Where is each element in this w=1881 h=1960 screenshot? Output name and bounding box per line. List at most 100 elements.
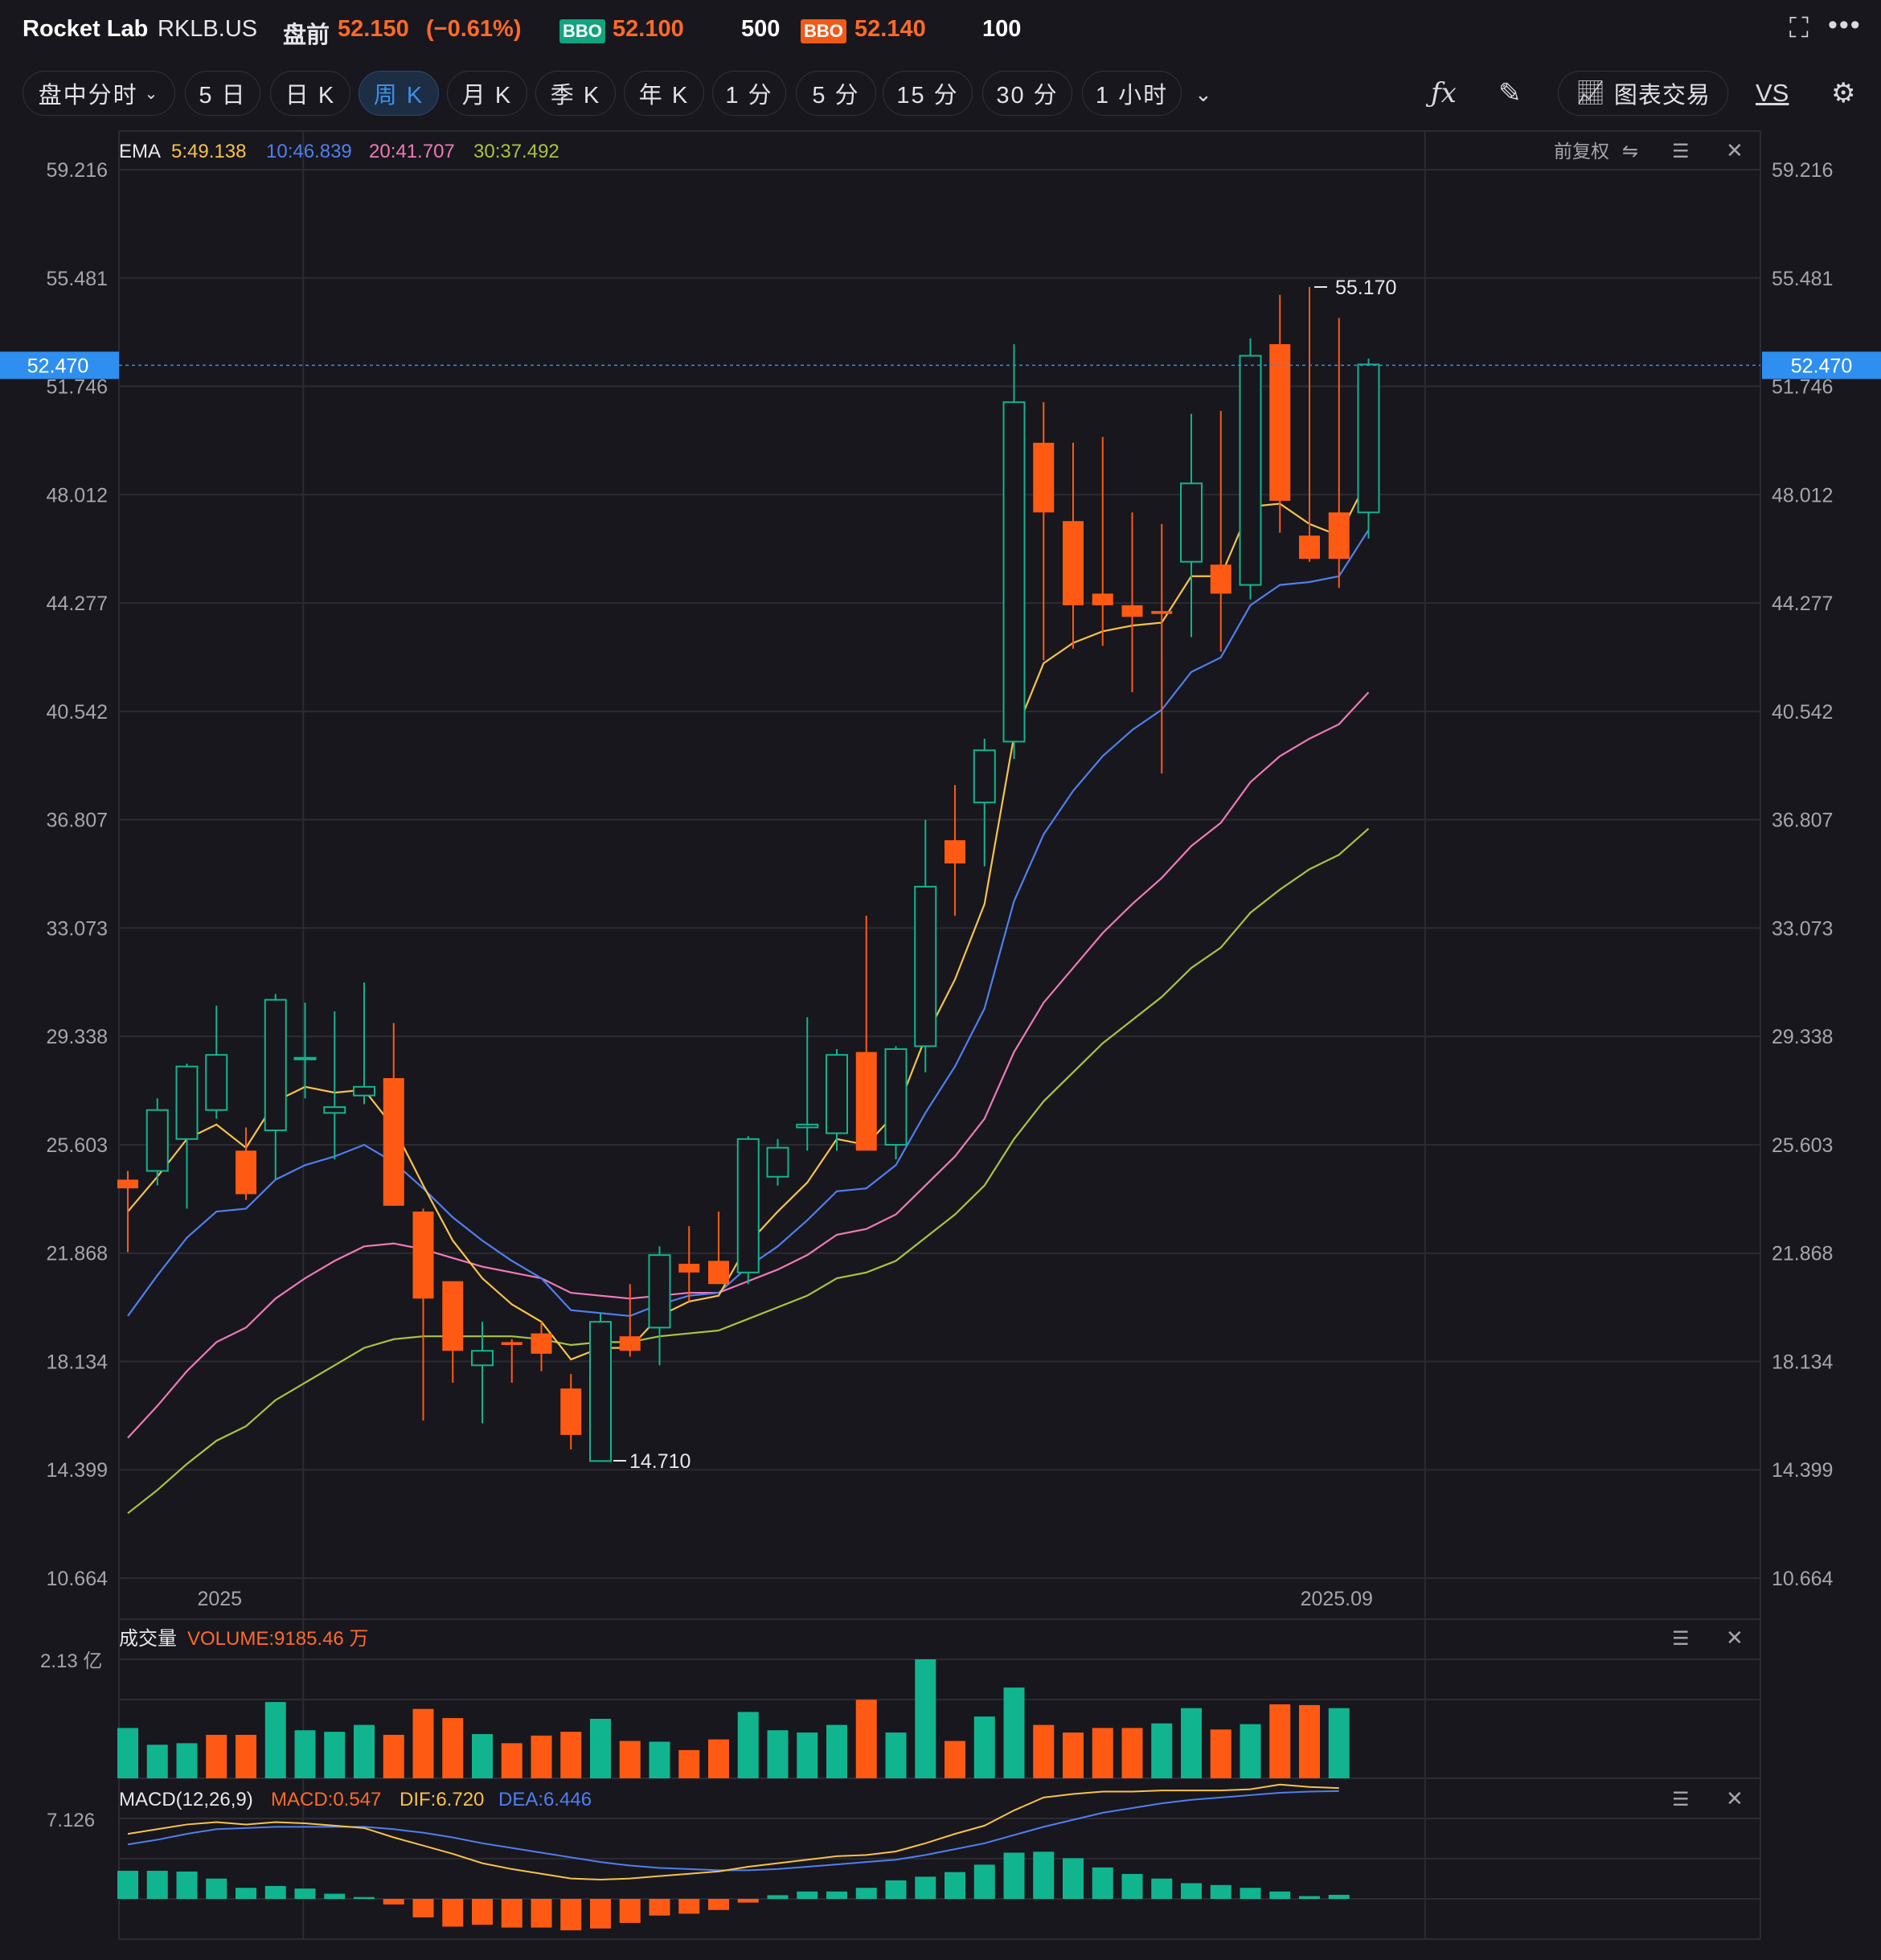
- period-monthly[interactable]: 月 K: [447, 71, 527, 116]
- macd-hist-bar: [885, 1880, 907, 1899]
- macd-hist-bar: [442, 1899, 464, 1927]
- candle-down: [1210, 411, 1231, 652]
- candle-down: [412, 1208, 434, 1421]
- volume-bar: [472, 1733, 493, 1778]
- period-15min[interactable]: 15 分: [883, 71, 973, 116]
- macd-settings-icon[interactable]: ☰: [1672, 1789, 1690, 1810]
- swap-icon[interactable]: ⇋: [1622, 141, 1638, 162]
- more-icon[interactable]: •••: [1828, 10, 1862, 40]
- close-main-panel-icon[interactable]: ✕: [1726, 138, 1744, 162]
- candle-body: [1002, 401, 1026, 743]
- ticker-symbol: RKLB.US: [158, 16, 258, 42]
- candle-body: [353, 1085, 375, 1097]
- macd-hist-bar: [1328, 1894, 1350, 1899]
- candle-body: [1180, 482, 1203, 563]
- macd-hist-bar: [737, 1899, 759, 1903]
- candle-body: [1121, 605, 1143, 617]
- volume-bar: [560, 1732, 582, 1778]
- candle-body: [1299, 535, 1320, 560]
- macd-hist-bar: [294, 1888, 316, 1899]
- volume-bar: [236, 1734, 256, 1778]
- volume-bar: [1328, 1708, 1350, 1778]
- period-yearly[interactable]: 年 K: [624, 71, 704, 116]
- volume-bar: [915, 1659, 936, 1778]
- period-30min[interactable]: 30 分: [982, 71, 1072, 116]
- volume-bar: [885, 1732, 907, 1778]
- candle-up: [914, 819, 937, 1072]
- candle-down: [619, 1284, 641, 1357]
- ema20-line: [127, 691, 1370, 1439]
- volume-bar: [1003, 1687, 1025, 1778]
- macd-hist-bar: [531, 1899, 552, 1928]
- candle-down: [678, 1226, 700, 1302]
- period-quarterly[interactable]: 季 K: [535, 71, 616, 116]
- ema30-legend: 30:37.492: [473, 141, 559, 162]
- vs-compare-button[interactable]: VS: [1756, 79, 1789, 107]
- close-volume-panel-icon[interactable]: ✕: [1726, 1626, 1744, 1650]
- bbo-ask-badge: BBO: [801, 19, 846, 43]
- candle-down: [383, 1023, 404, 1206]
- candle-body: [826, 1054, 848, 1134]
- volume-bar: [294, 1730, 316, 1778]
- period-1min[interactable]: 1 分: [712, 71, 786, 116]
- volume-bar: [855, 1700, 877, 1778]
- volume-settings-icon[interactable]: ☰: [1672, 1628, 1690, 1650]
- volume-bar: [1269, 1704, 1291, 1778]
- candle-up: [826, 1048, 848, 1151]
- pencil-icon[interactable]: ✎: [1498, 78, 1522, 109]
- volume-bar: [945, 1741, 965, 1778]
- y-tick-left: 36.807: [47, 810, 108, 832]
- session-label: 盘前: [283, 23, 330, 48]
- settings-gear-icon[interactable]: ⚙: [1831, 78, 1856, 109]
- y-tick-left: 10.664: [47, 1568, 109, 1590]
- macd-hist-bar: [619, 1899, 641, 1923]
- volume-bar: [117, 1728, 138, 1778]
- volume-bar: [1240, 1724, 1261, 1778]
- period-5day[interactable]: 5 日: [185, 71, 260, 116]
- last-price-tag-right: [1762, 351, 1881, 379]
- volume-bar: [1151, 1723, 1173, 1778]
- period-weekly[interactable]: 周 K: [359, 71, 439, 116]
- chart-trade-button[interactable]: 📈︎ 图表交易: [1558, 71, 1728, 116]
- more-periods-chevron-icon[interactable]: ⌄: [1195, 82, 1212, 106]
- y-tick-right: 48.012: [1772, 484, 1833, 506]
- candle-up: [471, 1322, 494, 1424]
- candle-down: [442, 1281, 464, 1383]
- period-1hour[interactable]: 1 小时: [1082, 71, 1182, 116]
- indicator-fx-icon[interactable]: ƒx: [1431, 77, 1457, 109]
- period-toolbar: 盘中分时 ⌄ 5 日 日 K 周 K 月 K 季 K 年 K 1 分 5 分 15…: [0, 71, 1881, 121]
- macd-hist-bar: [354, 1896, 375, 1899]
- panel-settings-icon[interactable]: ☰: [1672, 141, 1690, 162]
- candle-body: [708, 1261, 729, 1285]
- candle-down: [855, 915, 877, 1151]
- volume-bar: [206, 1734, 227, 1778]
- macd-hist-bar: [264, 1885, 286, 1899]
- y-tick-left: 59.216: [47, 159, 108, 182]
- y-tick-left: 25.603: [47, 1134, 108, 1157]
- macd-hist-bar: [146, 1871, 168, 1899]
- macd-hist-bar: [206, 1878, 227, 1899]
- dif-line: [127, 1783, 1339, 1881]
- y-tick-right: 51.746: [1772, 376, 1833, 399]
- macd-title: MACD(12,26,9): [119, 1789, 253, 1810]
- volume-bar: [264, 1702, 286, 1778]
- candle-body: [914, 885, 937, 1048]
- volume-bar: [797, 1732, 818, 1778]
- volume-bars: [117, 1659, 1350, 1778]
- candle-body: [1239, 355, 1262, 586]
- volume-bar: [1063, 1732, 1084, 1778]
- adjust-mode-label[interactable]: 前复权: [1554, 141, 1609, 162]
- period-5min[interactable]: 5 分: [796, 71, 876, 116]
- period-daily[interactable]: 日 K: [270, 71, 350, 116]
- ema5-legend: 5:49.138: [171, 141, 246, 162]
- last-price-tag-left-text: 52.470: [27, 355, 88, 377]
- candle-body: [117, 1179, 138, 1189]
- bid-price: 52.100: [613, 16, 684, 42]
- candle-up: [648, 1246, 671, 1366]
- candle-body: [619, 1336, 641, 1351]
- fullscreen-icon[interactable]: ⛶: [1789, 13, 1809, 43]
- macd-hist-bar: [176, 1871, 198, 1899]
- candle-down: [945, 785, 965, 916]
- period-intraday[interactable]: 盘中分时 ⌄: [23, 71, 175, 116]
- close-macd-panel-icon[interactable]: ✕: [1726, 1786, 1744, 1810]
